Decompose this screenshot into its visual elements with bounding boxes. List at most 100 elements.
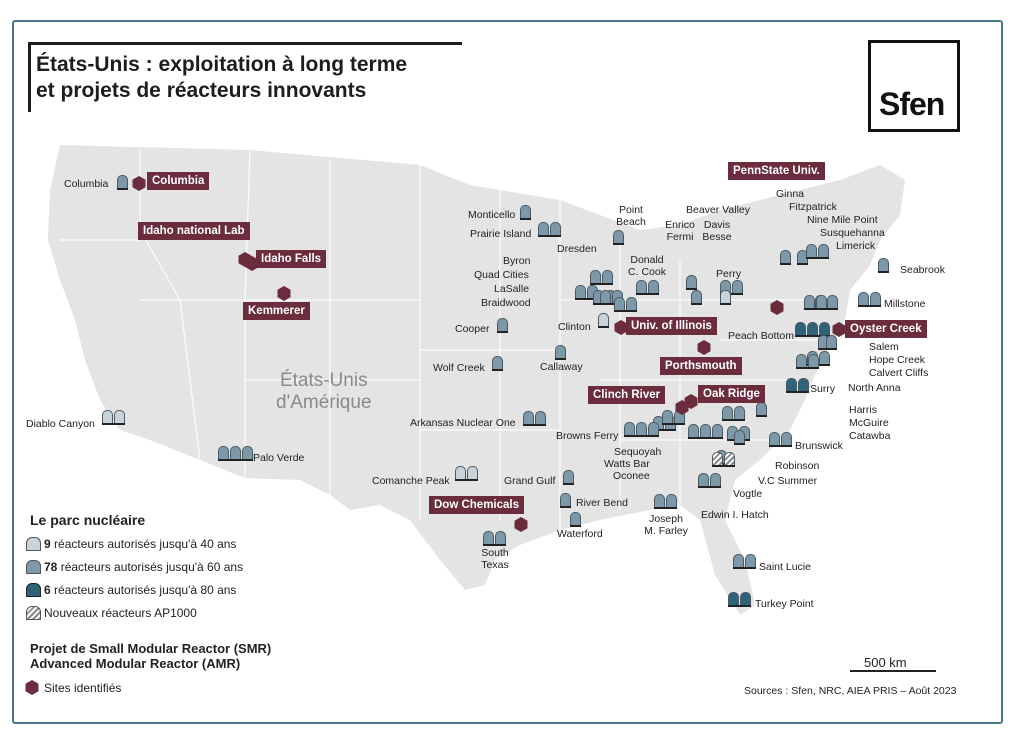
smr-site-hexagon [132,176,146,191]
reactor-dome [492,356,503,369]
smr-label-idaho-falls: Idaho Falls [256,250,327,268]
hexagon-shape [514,517,528,532]
smr-label-pennstate: PennState Univ. [728,162,825,180]
plant-label: Point Beach [616,204,646,228]
reactor-dome [712,452,723,465]
reactor-dome [769,432,780,445]
plant-label: McGuire [849,417,889,429]
reactor-icon [598,313,609,328]
hexagon-shape [684,394,698,409]
plant-label: Callaway [540,361,583,373]
logo-text: Sfen [879,86,945,122]
reactor-icon [688,424,723,439]
reactor-icon [722,406,745,421]
reactor-icon [218,446,253,461]
reactor-dome [698,473,709,486]
reactor-dome [575,285,586,298]
reactor-dome [688,424,699,437]
plant-label: Millstone [884,298,926,310]
plant-label: Fitzpatrick [789,201,837,213]
reactor-icon [523,411,546,426]
reactor-dome [733,554,744,567]
reactor-dome [624,422,635,435]
reactor-dome [796,354,807,367]
reactor-dome [724,452,735,465]
plant-label: Brunswick [795,440,843,452]
plant-label: Comanche Peak [372,475,450,487]
reactor-dome [612,290,623,303]
reactor-dome [720,290,731,303]
reactor-dome [798,378,809,391]
reactor-dome [662,410,673,423]
smr-site-hexagon [245,256,259,271]
reactor-dome [538,222,549,235]
reactor-dome [117,175,128,188]
reactor-icon [733,554,756,569]
plant-label: Cooper [455,323,490,335]
reactor-dome [590,270,601,283]
reactor-dome [780,250,791,263]
plant-label: Catawba [849,430,891,442]
reactor-dome [636,280,647,293]
legend-text: réacteurs autorisés jusqu'à 80 ans [50,583,237,597]
smr-site-hexagon [614,320,628,335]
hexagon-shape [770,300,784,315]
reactor-icon [804,295,827,310]
legend-count: 78 [44,560,58,574]
reactor-dome [756,402,767,415]
sfen-logo: Sfen [868,40,960,132]
reactor-icon [455,466,478,481]
reactor-dome [878,258,889,271]
reactor-dome [720,280,731,293]
reactor-icon [878,258,889,273]
country-label-line-2: d'Amérique [276,392,372,413]
plant-label: Oconee [613,470,650,482]
title-rule [28,42,462,45]
reactor-dome [712,424,723,437]
plant-label: Joseph M. Farley [644,513,688,537]
reactor-dome [230,446,241,459]
smr-site-hexagon [832,322,846,337]
legend-row-80-ans: 6 réacteurs autorisés jusqu'à 80 ans [26,583,237,597]
scale-bar [850,670,936,672]
reactor-icon [720,280,743,295]
legend-text: réacteurs autorisés jusqu'à 60 ans [57,560,244,574]
plant-label: Saint Lucie [759,561,811,573]
reactor-dome [734,406,745,419]
reactor-dome [495,531,506,544]
reactor-dome [242,446,253,459]
reactor-dome [218,446,229,459]
plant-label: Perry [716,268,742,280]
reactor-icon [769,432,792,447]
plant-label: V.C Summer [758,475,818,487]
plant-label: Surry [810,383,836,395]
hexagon-shape [132,176,146,191]
reactor-icon [563,470,574,485]
plant-label: Watts Bar [604,458,650,470]
legend-text: réacteurs autorisés jusqu'à 40 ans [50,537,237,551]
reactor-dome [745,554,756,567]
smr-label-columbia: Columbia [147,172,210,190]
reactor-dark-icon [26,583,41,597]
smr-label-oak-ridge: Oak Ridge [698,385,765,403]
reactor-dome [570,512,581,525]
reactor-icon [686,275,697,290]
reactor-icon [570,512,581,527]
smr-site-hexagon [684,394,698,409]
reactor-icon [102,410,125,425]
legend-count: 9 [44,537,51,551]
reactor-icon [756,402,767,417]
plant-label: LaSalle [494,283,530,295]
smr-label-univ-illinois: Univ. of Illinois [626,317,717,335]
reactor-icon [728,592,751,607]
plant-label: Seabrook [900,264,945,276]
plant-label: Turkey Point [755,598,814,610]
reactor-dome [740,592,751,605]
reactor-icon [698,473,721,488]
reactor-dome [818,244,829,257]
smr-label-clinch-river: Clinch River [588,386,666,404]
reactor-dome [786,378,797,391]
legend-count: 6 [44,583,51,597]
smr-site-hexagon [697,340,711,355]
plant-label: Donald C. Cook [628,254,666,278]
